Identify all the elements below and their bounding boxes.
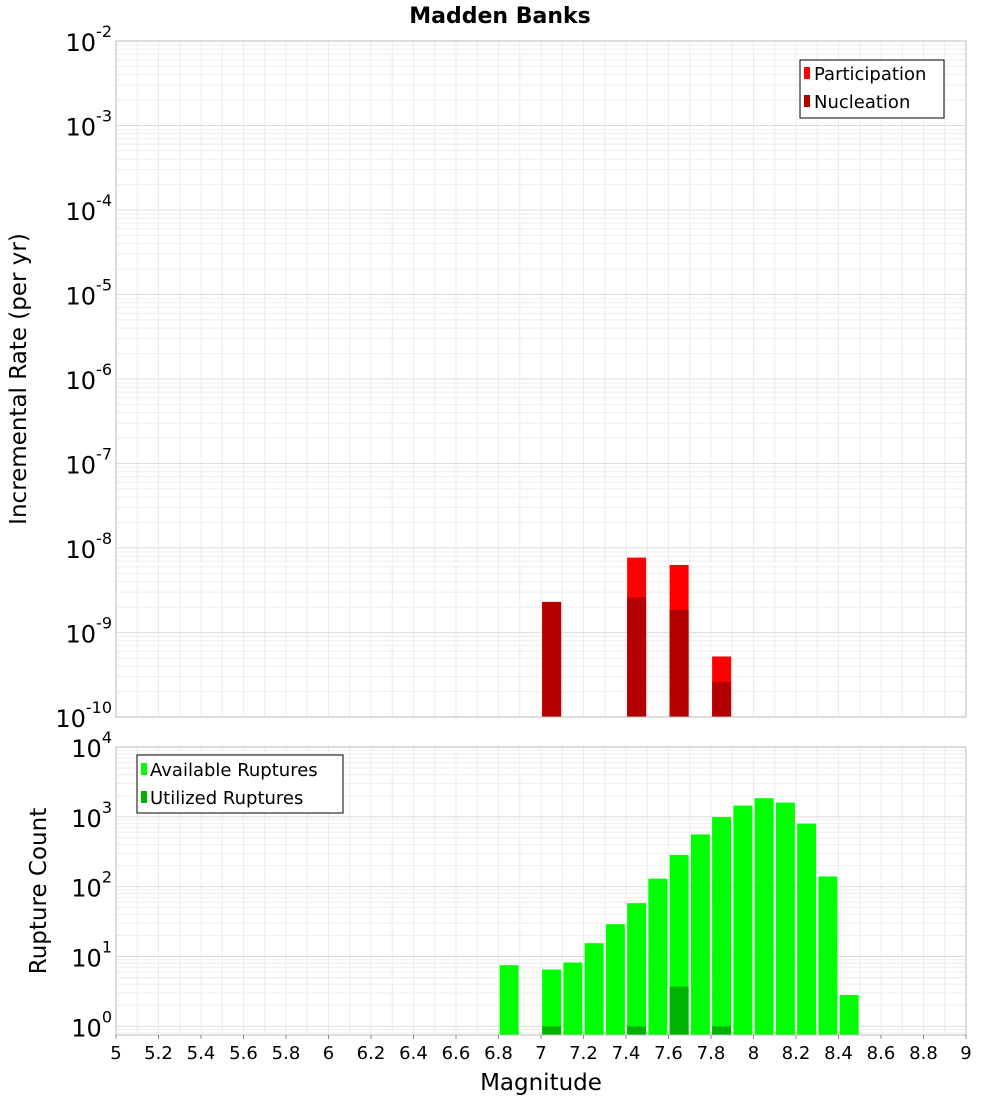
rate-y-axis-label: Incremental Rate (per yr) (6, 233, 32, 525)
rate-bars (542, 557, 732, 717)
x-tick-label: 5.4 (187, 1043, 216, 1064)
bar-available (690, 834, 710, 1035)
bar-available (754, 798, 774, 1035)
count-y-ticks: 100 101 102 103 104 (71, 728, 112, 1042)
rate-y-ticks: 10-10 10-9 10-8 10-7 10-6 10-5 10-4 10-3 10-2 (55, 22, 112, 733)
bar-utilized (669, 986, 689, 1035)
bar-available (542, 969, 562, 1035)
x-tick-label: 7.4 (612, 1043, 641, 1064)
legend-swatch-participation (804, 67, 810, 79)
legend-label-participation: Participation (814, 64, 926, 85)
bar-available (563, 962, 583, 1035)
bar-utilized (542, 1026, 562, 1035)
y-tick-label: 10-10 (55, 698, 112, 733)
bar-utilized (712, 1026, 732, 1035)
x-tick-label: 7.2 (569, 1043, 598, 1064)
rate-plot-frame (115, 40, 967, 718)
bar-available (712, 817, 732, 1035)
x-tick-label: 5.2 (144, 1043, 173, 1064)
y-tick-label: 10-5 (66, 276, 113, 311)
y-tick-label: 10-2 (66, 22, 113, 57)
x-tick-label: 6.2 (357, 1043, 386, 1064)
bar-available (839, 995, 859, 1035)
y-tick-label: 10-8 (66, 529, 113, 564)
y-tick-label: 10-9 (66, 614, 113, 649)
y-tick-label: 104 (71, 728, 112, 763)
count-y-axis-label: Rupture Count (26, 808, 52, 974)
x-tick-label: 5 (110, 1043, 121, 1064)
y-tick-label: 10-7 (66, 445, 113, 480)
y-tick-label: 10-4 (66, 191, 113, 226)
rate-grid (116, 41, 966, 717)
x-tick-label: 8.8 (909, 1043, 938, 1064)
x-tick-label: 6.6 (442, 1043, 471, 1064)
legend-swatch-available (141, 763, 147, 775)
x-tick-label: 7.8 (697, 1043, 726, 1064)
bar-available (627, 903, 647, 1035)
y-tick-label: 101 (71, 937, 112, 972)
legend-swatch-utilized (141, 791, 147, 803)
bar-available (584, 943, 604, 1035)
bar-nucleation (669, 609, 689, 717)
x-tick-label: 6 (323, 1043, 334, 1064)
x-tick-label: 8.6 (867, 1043, 896, 1064)
rate-plot: 10-10 10-9 10-8 10-7 10-6 10-5 10-4 10-3 10-2 In… (6, 22, 967, 733)
x-tick-label: 7.6 (654, 1043, 683, 1064)
bar-available (818, 876, 838, 1035)
bar-available (605, 924, 625, 1035)
x-tick-label: 6.8 (484, 1043, 513, 1064)
bar-nucleation (627, 597, 647, 717)
x-axis-label: Magnitude (480, 1070, 602, 1096)
count-legend: Available Ruptures Utilized Ruptures (136, 754, 344, 814)
bar-nucleation (542, 601, 562, 717)
y-tick-label: 103 (71, 798, 112, 833)
legend-label-utilized: Utilized Ruptures (150, 788, 303, 809)
x-ticks: 5 5.2 5.4 5.6 5.8 6 6.2 6.4 6.6 6.8 7 7.2 7.4 7.6 7.8 8… (110, 1035, 972, 1064)
bar-available (648, 878, 668, 1035)
x-tick-label: 8.2 (782, 1043, 811, 1064)
y-tick-label: 10-6 (66, 360, 113, 395)
x-tick-label: 8 (748, 1043, 759, 1064)
bar-available (797, 823, 817, 1035)
x-tick-label: 5.8 (272, 1043, 301, 1064)
x-tick-label: 7 (535, 1043, 546, 1064)
bar-utilized (627, 1026, 647, 1035)
rate-legend: Participation Nucleation (799, 59, 945, 119)
x-tick-label: 8.4 (824, 1043, 853, 1064)
bar-available (733, 805, 753, 1035)
legend-label-available: Available Ruptures (150, 760, 318, 781)
x-tick-label: 9 (960, 1043, 971, 1064)
y-tick-label: 100 (71, 1007, 112, 1042)
y-tick-label: 102 (71, 868, 112, 903)
legend-swatch-nucleation (804, 95, 810, 107)
x-tick-label: 6.4 (399, 1043, 428, 1064)
rate-legend-box (799, 59, 945, 119)
y-tick-label: 10-3 (66, 107, 113, 142)
count-plot: 100 101 102 103 104 5 5.2 5.4 5.6 5.8 6 6.2 6.4 6.6 6… (26, 728, 972, 1096)
x-tick-label: 5.6 (229, 1043, 258, 1064)
chart-title: Madden Banks (409, 4, 590, 29)
bar-available (499, 965, 519, 1035)
bar-nucleation (712, 681, 732, 717)
bar-available (775, 802, 795, 1035)
count-bars (499, 798, 859, 1035)
legend-label-nucleation: Nucleation (814, 92, 910, 113)
count-legend-box (136, 754, 344, 814)
